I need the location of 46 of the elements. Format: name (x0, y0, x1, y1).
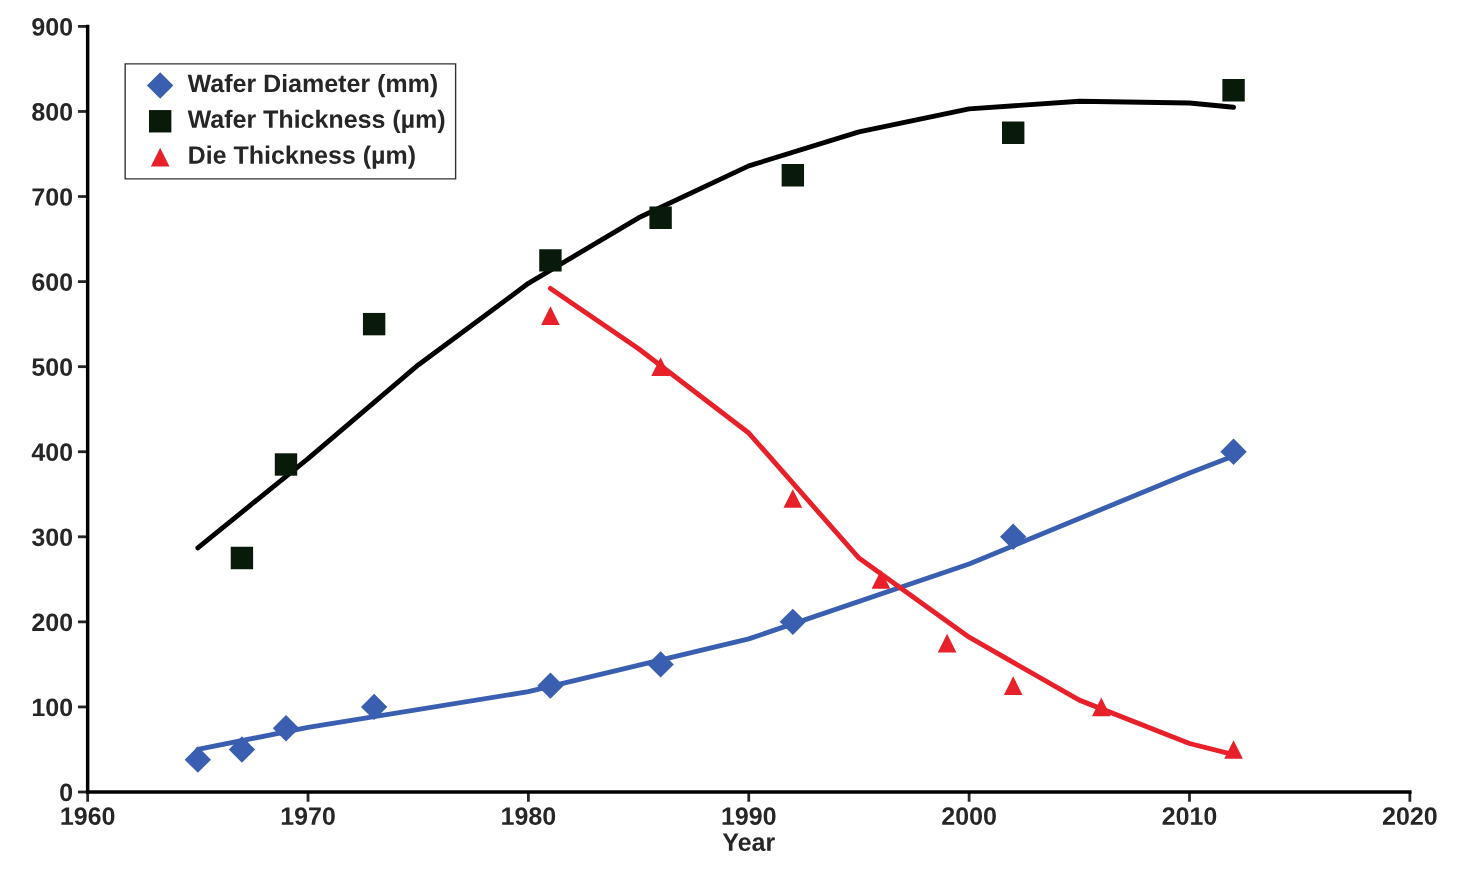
x-tick-label: 1990 (722, 807, 776, 825)
legend-label: Wafer Diameter (mm) (187, 73, 437, 98)
y-tick-label: 100 (32, 698, 73, 717)
point (1000, 523, 1027, 550)
point (228, 736, 256, 763)
point (779, 608, 807, 636)
point (1220, 438, 1247, 465)
point (649, 206, 672, 229)
y-tick-label: 500 (32, 358, 73, 376)
x-axis-title: Year (722, 833, 775, 852)
point (230, 546, 254, 570)
point (537, 672, 564, 699)
point (360, 693, 388, 721)
point (781, 164, 805, 187)
y-tick-label: 900 (32, 18, 73, 36)
point (651, 357, 670, 376)
point (541, 306, 560, 325)
x-tick-label: 1970 (281, 807, 335, 825)
point (1224, 740, 1243, 759)
point (274, 453, 298, 476)
x-tick-label: 2020 (1382, 807, 1437, 825)
x-tick-label: 1980 (502, 807, 556, 825)
point (1003, 676, 1023, 695)
y-tick-label: 600 (32, 273, 73, 291)
point (937, 633, 957, 653)
x-tick-label: 2000 (942, 807, 996, 825)
point (1002, 121, 1025, 144)
point (1092, 697, 1111, 717)
point (647, 651, 674, 678)
legend-label: Wafer Thickness (µm) (187, 109, 445, 134)
y-tick-label: 0 (60, 783, 73, 802)
y-tick-label: 400 (31, 443, 73, 462)
x-tick-label: 2010 (1162, 807, 1217, 825)
point (871, 570, 891, 589)
legend-label: Die Thickness (µm) (189, 145, 415, 169)
point (362, 312, 386, 336)
point (184, 746, 212, 773)
point (783, 489, 803, 508)
x-tick-label: 1960 (61, 807, 115, 825)
point (272, 715, 300, 742)
point (1222, 79, 1245, 102)
y-tick-label: 800 (32, 103, 73, 121)
y-tick-label: 200 (32, 613, 73, 632)
y-tick-label: 700 (32, 188, 73, 206)
point (539, 249, 562, 272)
y-tick-label: 300 (31, 528, 73, 547)
